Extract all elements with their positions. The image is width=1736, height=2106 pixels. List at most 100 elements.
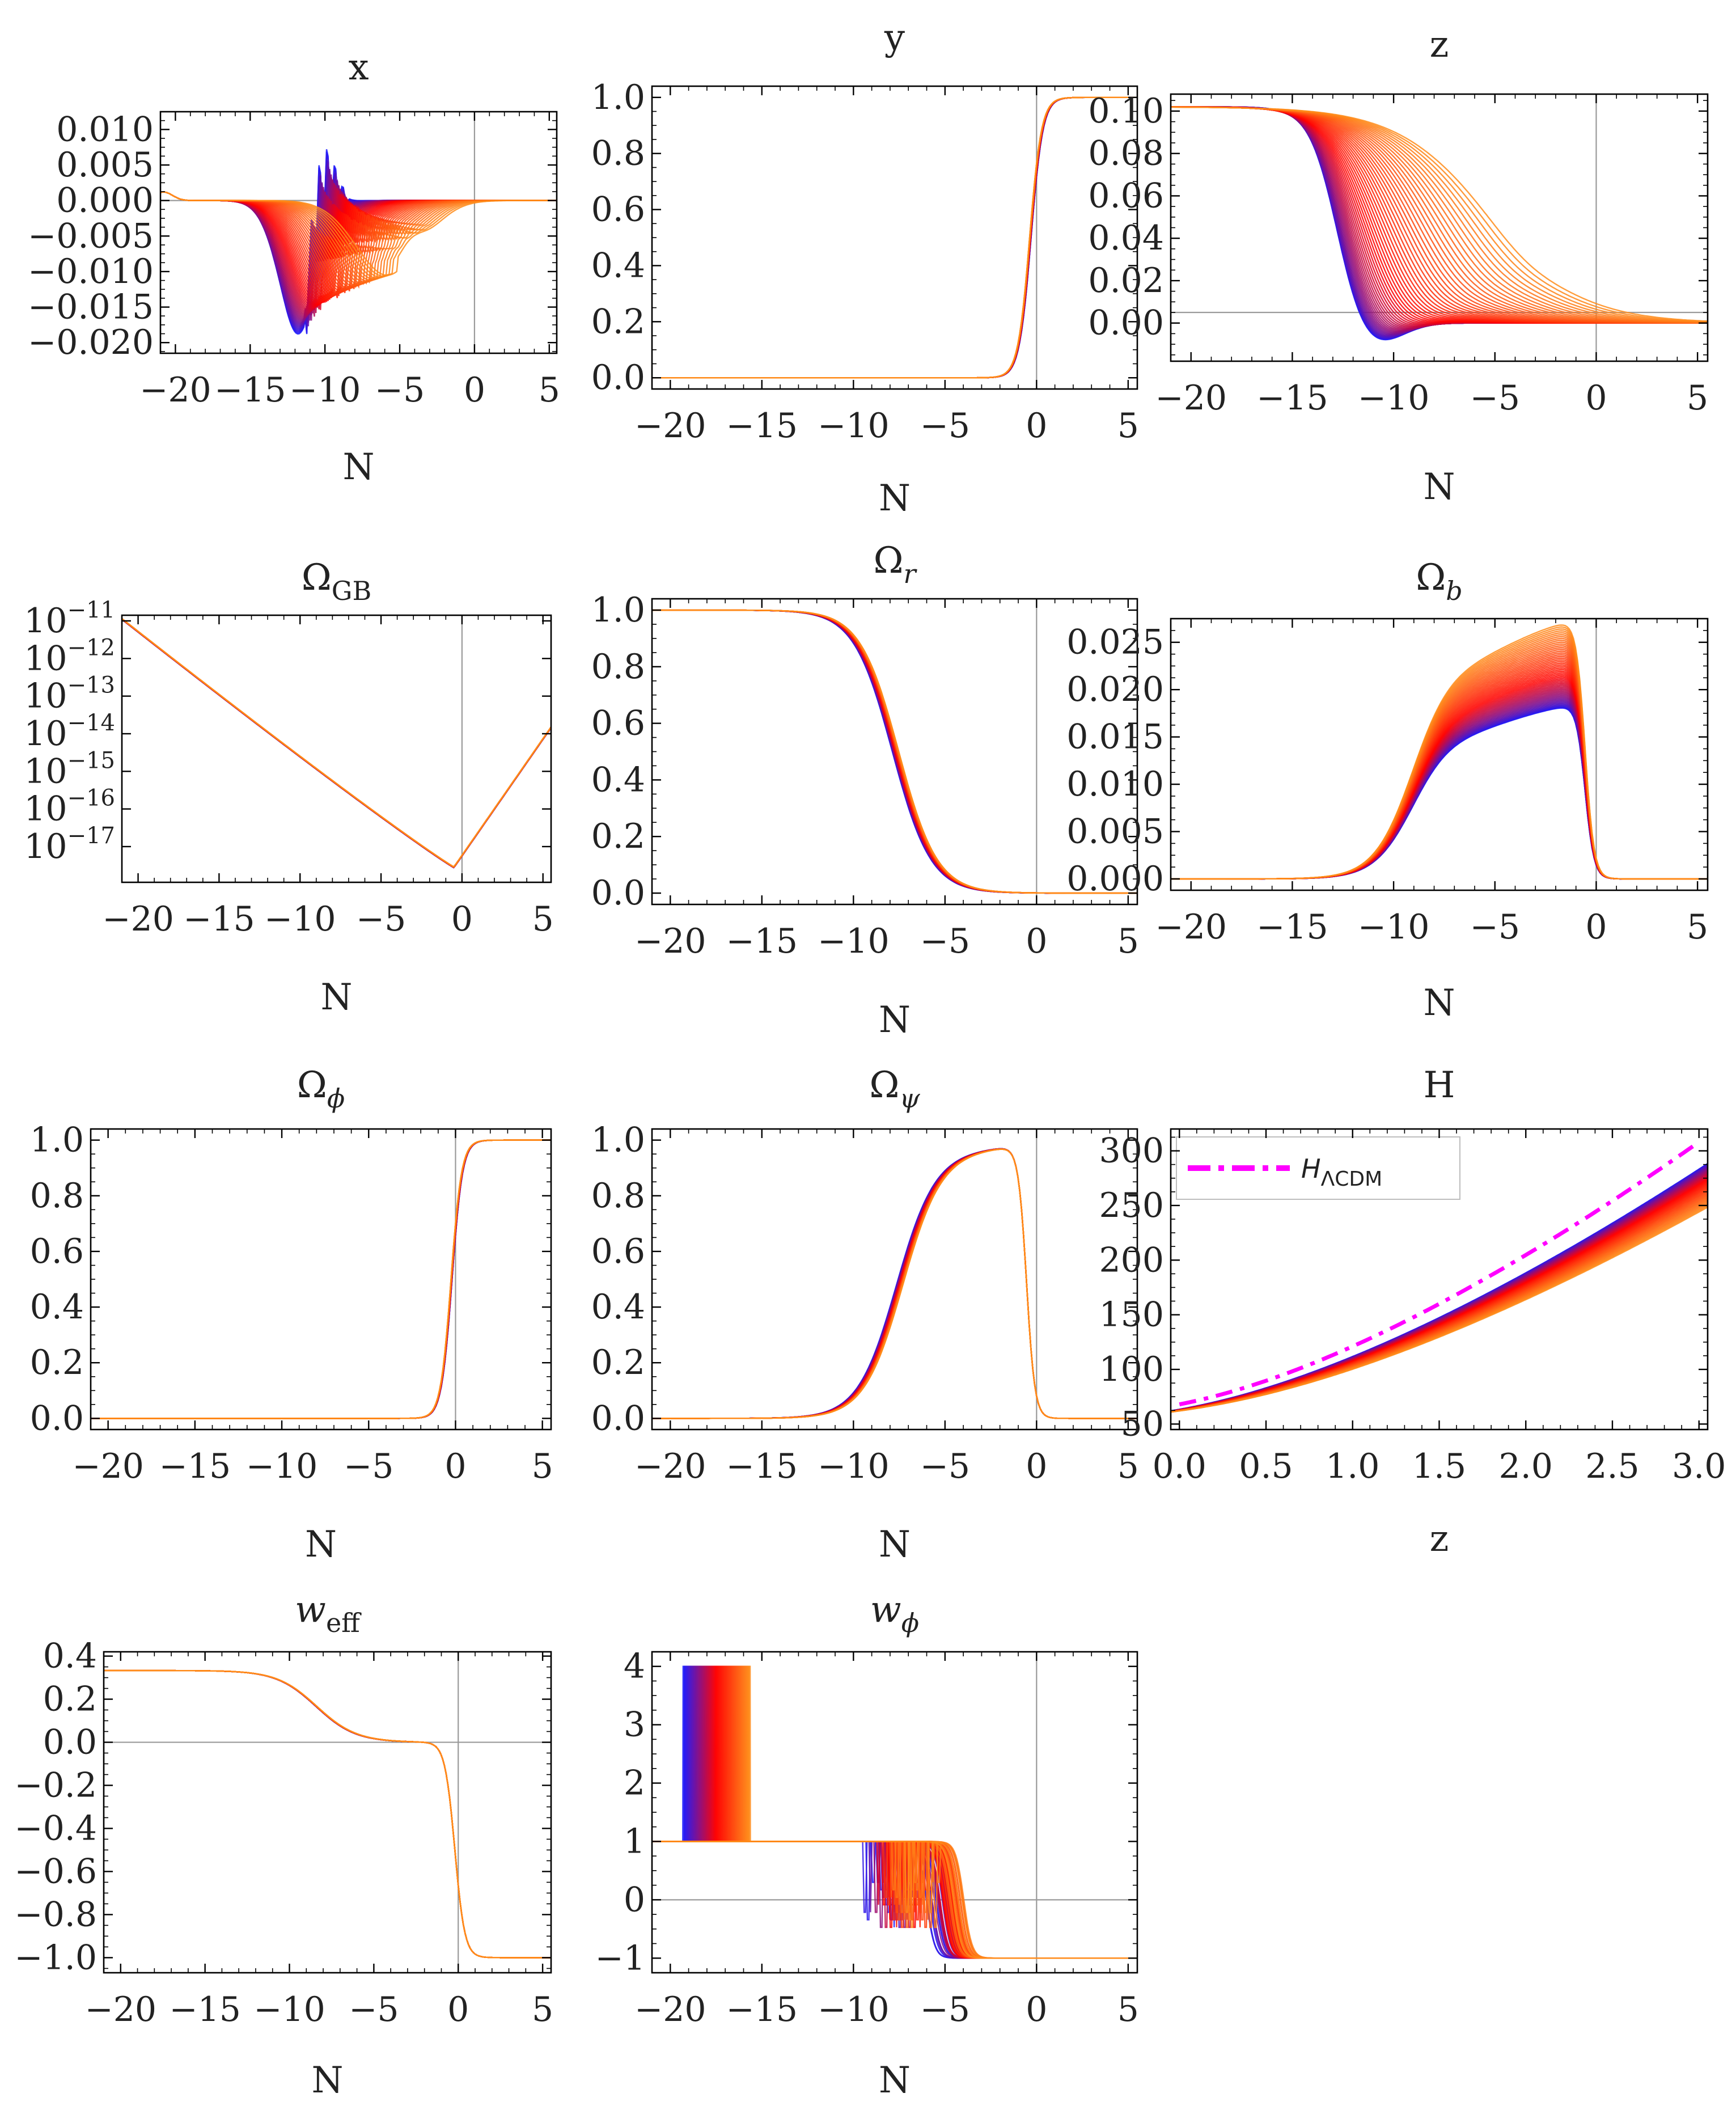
- x-xtick-label: −15: [214, 370, 286, 410]
- omega_psi-series-59: [652, 1148, 1137, 1419]
- z-series-46: [1171, 106, 1708, 324]
- y-series-28: [652, 96, 1137, 379]
- y-series-14: [652, 96, 1137, 379]
- y-series-44: [652, 96, 1137, 379]
- y-series-50: [652, 96, 1137, 379]
- omega_b-series-34: [1171, 669, 1708, 880]
- omega_b-ytick-label: 0.015: [1066, 717, 1164, 757]
- omega_psi-series-4: [652, 1148, 1137, 1419]
- H-series-10: [1171, 1166, 1708, 1412]
- omega_gb-series-26: [122, 618, 551, 868]
- y-series-56: [652, 96, 1137, 379]
- y-series-0: [652, 96, 1137, 379]
- w_eff-series-50: [104, 1669, 551, 1959]
- omega_b-series-35: [1171, 667, 1708, 880]
- z-series-19: [1171, 106, 1708, 330]
- z-series-48: [1171, 106, 1708, 324]
- w_eff-series-6: [104, 1669, 551, 1959]
- omega_b-series-43: [1171, 654, 1708, 880]
- z-xtick-label: −10: [1358, 378, 1430, 418]
- omega_gb-xtick-label: 5: [532, 899, 554, 939]
- omega_gb-series-19: [122, 618, 551, 869]
- y-series-15: [652, 96, 1137, 379]
- omega_gb-series-16: [122, 618, 551, 869]
- w_eff-series-9: [104, 1669, 551, 1959]
- omega_psi-series-36: [652, 1148, 1137, 1419]
- omega_gb-ytick-label: 10−15: [24, 747, 115, 791]
- w_eff-series-36: [104, 1669, 551, 1959]
- y-series-41: [652, 96, 1137, 379]
- w_eff-series-16: [104, 1669, 551, 1959]
- H-series-21: [1171, 1173, 1708, 1413]
- w_eff-series-8: [104, 1669, 551, 1959]
- omega_psi-series-17: [652, 1148, 1137, 1419]
- omega_gb-ytick-exponent: −11: [67, 597, 115, 623]
- y-series-42: [652, 96, 1137, 379]
- omega_phi-series-39: [91, 1139, 551, 1419]
- omega_psi-series-52: [652, 1148, 1137, 1419]
- omega_r-xtick-label: 5: [1117, 921, 1139, 961]
- y-series-16: [652, 96, 1137, 379]
- y-series-43: [652, 96, 1137, 379]
- omega_gb-series-43: [122, 618, 551, 868]
- omega_gb-ytick-base: 10: [24, 676, 67, 716]
- omega_gb-xtick-label: −20: [102, 899, 174, 939]
- w_eff-series-30: [104, 1669, 551, 1959]
- omega_b-title-main: Ω: [1416, 557, 1446, 599]
- omega_gb-series-46: [122, 618, 551, 868]
- omega_b-xtick-label: −20: [1155, 907, 1227, 947]
- omega_psi-series-47: [652, 1148, 1137, 1419]
- omega_b-xtick-label: 0: [1585, 907, 1607, 947]
- omega_r-xtick-label: −5: [920, 921, 970, 961]
- omega_phi-series-41: [91, 1139, 551, 1419]
- z-series-55: [1171, 106, 1708, 323]
- omega_gb-series-14: [122, 619, 551, 869]
- omega_psi-series-13: [652, 1148, 1137, 1419]
- omega_gb-ytick-label: 10−12: [24, 635, 115, 678]
- z-series-59: [1171, 106, 1708, 322]
- omega_phi-ytick-label: 0.4: [30, 1287, 84, 1327]
- y-xtick-label: −15: [726, 406, 798, 446]
- omega_phi-series-13: [91, 1139, 551, 1419]
- z-series-0: [1171, 106, 1708, 341]
- y-series-19: [652, 96, 1137, 379]
- w_eff-series-49: [104, 1669, 551, 1959]
- omega_phi-series-48: [91, 1139, 551, 1419]
- omega_gb-series-51: [122, 618, 551, 868]
- H-legend-label-sub: ΛCDM: [1321, 1168, 1383, 1191]
- y-series-8: [652, 96, 1137, 379]
- omega_psi-series-27: [652, 1148, 1137, 1419]
- omega_gb-series-38: [122, 618, 551, 868]
- H-series-0: [1171, 1162, 1708, 1412]
- omega_b-series-46: [1171, 649, 1708, 880]
- w_eff-series-59: [104, 1669, 551, 1959]
- omega_psi-series-33: [652, 1148, 1137, 1419]
- x-ytick-label: 0.010: [56, 109, 154, 149]
- omega_psi-series-28: [652, 1148, 1137, 1419]
- H-xtick-label: 2.5: [1585, 1447, 1639, 1486]
- omega_gb-xtick-label: −5: [356, 899, 406, 939]
- omega_phi-series-17: [91, 1139, 551, 1419]
- omega_gb-series-15: [122, 619, 551, 869]
- z-series-28: [1171, 106, 1708, 324]
- H-ytick-label: 150: [1099, 1295, 1164, 1335]
- omega_psi-series-58: [652, 1148, 1137, 1419]
- w_eff-series-39: [104, 1669, 551, 1959]
- w_eff-xtick-label: 5: [532, 1990, 553, 2029]
- w_eff-series-37: [104, 1669, 551, 1959]
- omega_phi-series-0: [91, 1139, 551, 1419]
- z-series-52: [1171, 106, 1708, 324]
- omega_phi-series-22: [91, 1139, 551, 1419]
- omega_phi-ytick-label: 0.8: [30, 1176, 84, 1216]
- H-legend: HΛCDM: [1176, 1136, 1460, 1200]
- x-curves: [160, 149, 557, 335]
- w_eff-series-14: [104, 1669, 551, 1959]
- omega_phi-series-38: [91, 1139, 551, 1419]
- omega_psi-xtick-label: −10: [818, 1447, 890, 1486]
- y-series-49: [652, 96, 1137, 379]
- omega_gb-series-22: [122, 618, 551, 868]
- omega_psi-series-25: [652, 1148, 1137, 1419]
- omega_gb-series-48: [122, 618, 551, 868]
- omega_b-curves: [1171, 624, 1708, 880]
